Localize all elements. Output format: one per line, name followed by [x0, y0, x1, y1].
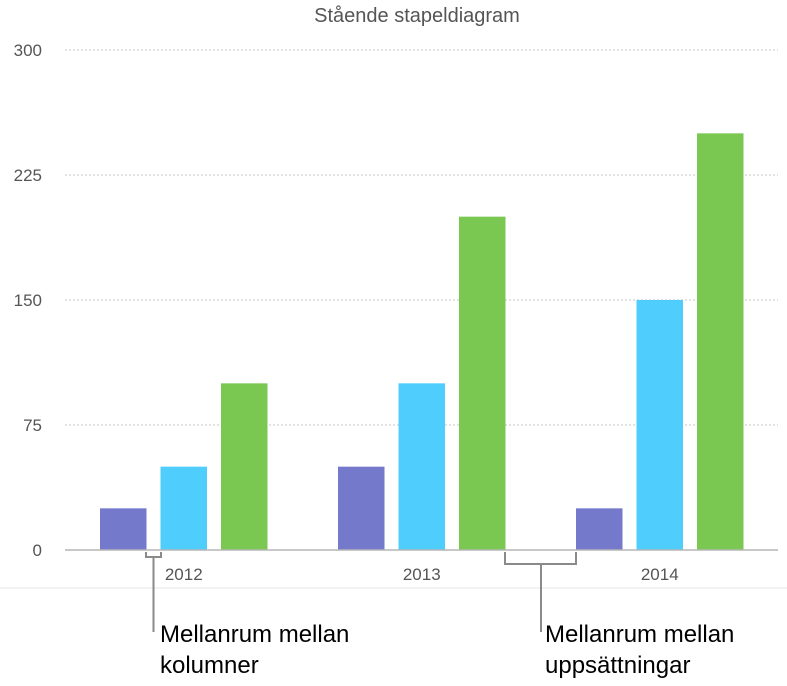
bar-2013-series-3 — [459, 216, 506, 550]
set-gap-bracket — [504, 552, 577, 632]
bar-2014-series-1 — [576, 508, 623, 550]
x-tick-label: 2014 — [641, 565, 679, 584]
y-tick-label: 0 — [33, 541, 42, 560]
x-tick-label: 2012 — [165, 565, 203, 584]
bar-2012-series-1 — [100, 508, 147, 550]
bar-2013-series-2 — [398, 383, 445, 550]
bar-2014-series-2 — [636, 300, 683, 550]
bar-2012-series-3 — [221, 383, 268, 550]
bar-2014-series-3 — [697, 133, 744, 551]
y-tick-label: 150 — [14, 291, 42, 310]
bar-2013-series-1 — [338, 466, 385, 550]
y-tick-label: 75 — [23, 416, 42, 435]
annotation-set-gap-line1: Mellanrum mellan — [545, 621, 734, 648]
y-tick-label: 300 — [14, 41, 42, 60]
annotation-column-gap-line2: kolumner — [160, 652, 259, 679]
chart-title: Stående stapeldiagram — [314, 5, 520, 27]
x-tick-label: 2013 — [403, 565, 441, 584]
annotation-column-gap-line1: Mellanrum mellan — [160, 621, 349, 648]
bar-2012-series-2 — [160, 466, 207, 550]
column-gap-bracket — [145, 552, 162, 632]
annotation-set-gap-line2: uppsättningar — [545, 652, 690, 679]
y-tick-label: 225 — [14, 166, 42, 185]
